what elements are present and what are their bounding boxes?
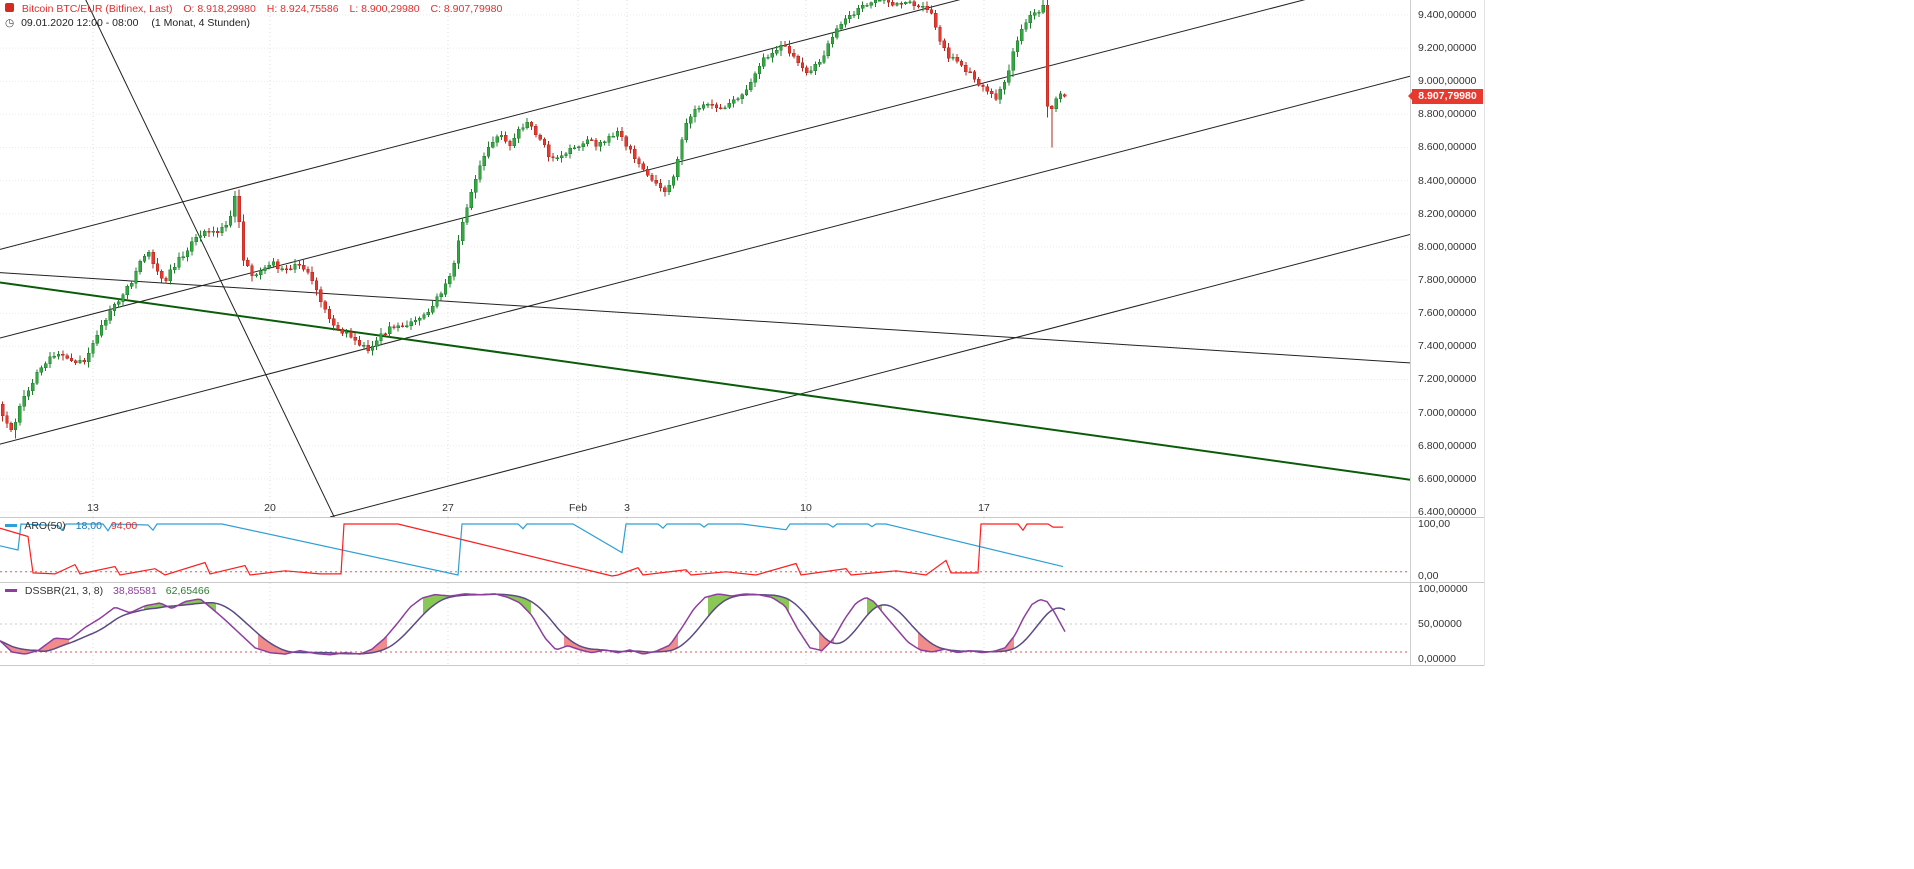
interval-label: (1 Monat, 4 Stunden) [151, 17, 251, 29]
price-tick-label: 8.200,00000 [1418, 207, 1477, 220]
dss-value-2: 62,65466 [165, 585, 210, 597]
aroon-panel[interactable]: ARO(50) 18,00 94,00 [0, 518, 1410, 582]
dss-axis-label: 50,00000 [1418, 618, 1462, 630]
dss-panel[interactable]: DSSBR(21, 3, 8) 38,85581 62,65466 [0, 583, 1410, 665]
aroon-svg [0, 518, 1410, 582]
timeframe-header: ◷ 09.01.2020 12:00 - 08:00 (1 Monat, 4 S… [5, 17, 250, 29]
panel-divider-1[interactable] [0, 517, 1484, 518]
price-tick-label: 9.400,00000 [1418, 8, 1477, 21]
main-price-chart[interactable]: Bitcoin BTC/EUR (Bitfinex, Last) O: 8.91… [0, 0, 1410, 517]
aroon-label: ARO(50) [24, 520, 66, 532]
price-tick-label: 7.600,00000 [1418, 307, 1477, 320]
time-axis-label: 17 [978, 502, 990, 514]
price-tick-label: 9.000,00000 [1418, 75, 1477, 88]
dss-lines [0, 593, 1066, 656]
price-tick-label: 7.000,00000 [1418, 406, 1477, 419]
aroon-down-value: 94,00 [110, 520, 138, 532]
last-price-tag: 8.907,79980 [1408, 88, 1483, 104]
aroon-series [0, 523, 1064, 577]
price-axis[interactable]: 8.907,79980 9.400,00000 9.200,00000 9.000,… [1408, 0, 1485, 666]
time-axis-label: 27 [442, 502, 454, 514]
price-tick-label: 6.600,00000 [1418, 472, 1477, 485]
instrument-name: Bitcoin BTC/EUR (Bitfinex, Last) [21, 3, 173, 15]
close-label: C: [430, 3, 442, 15]
open-label: O: [183, 3, 195, 15]
low-value: 8.900,29980 [361, 3, 420, 15]
panel-divider-3 [0, 665, 1484, 666]
dss-header: DSSBR(21, 3, 8) 38,85581 62,65466 [5, 585, 210, 597]
clock-icon: ◷ [5, 17, 15, 29]
price-tick-label: 7.400,00000 [1418, 340, 1477, 353]
price-tick-label: 8.600,00000 [1418, 141, 1477, 154]
time-axis-label: 20 [264, 502, 276, 514]
price-tick-label: 6.800,00000 [1418, 439, 1477, 452]
low-label: L: [349, 3, 359, 15]
price-tick-label: 8.400,00000 [1418, 174, 1477, 187]
aroon-header: ARO(50) 18,00 94,00 [5, 520, 137, 532]
aroon-legend-chip [5, 524, 17, 527]
dss-grid [0, 583, 1410, 665]
aro-axis-label: 100,00 [1418, 518, 1451, 530]
time-axis-label: 3 [624, 502, 630, 514]
dss-svg [0, 583, 1410, 665]
time-axis-label: 13 [87, 502, 99, 514]
dss-axis-label: 100,00000 [1418, 583, 1468, 595]
session-range: 09.01.2020 12:00 - 08:00 [21, 17, 139, 29]
aroon-up-value: 18,00 [75, 520, 102, 532]
chart-right-border [1484, 0, 1485, 666]
open-value: 8.918,29980 [197, 3, 256, 15]
price-tick-label: 7.800,00000 [1418, 274, 1477, 287]
instrument-icon [5, 3, 14, 12]
high-label: H: [266, 3, 278, 15]
trendlines[interactable] [0, 0, 1410, 517]
price-tick-label: 6.400,00000 [1418, 506, 1477, 519]
time-axis-label: 10 [800, 502, 812, 514]
candlesticks [0, 0, 1067, 439]
price-chart-svg [0, 0, 1410, 517]
price-tick-label: 8.000,00000 [1418, 240, 1477, 253]
dss-label: DSSBR(21, 3, 8) [24, 585, 104, 597]
panel-divider-2[interactable] [0, 582, 1484, 583]
dss-legend-chip [5, 589, 17, 592]
high-value: 8.924,75586 [280, 3, 339, 15]
price-tick-label: 7.200,00000 [1418, 373, 1477, 386]
time-axis-label: Feb [568, 502, 588, 514]
aro-axis-label: 0,00 [1418, 570, 1439, 582]
price-tick-label: 8.800,00000 [1418, 108, 1477, 121]
price-grid [0, 0, 1410, 517]
dss-value-1: 38,85581 [113, 585, 157, 597]
dss-axis-label: 0,00000 [1418, 653, 1456, 665]
instrument-header: Bitcoin BTC/EUR (Bitfinex, Last) O: 8.91… [5, 3, 502, 15]
aroon-grid [0, 518, 1410, 582]
close-value: 8.907,79980 [443, 3, 503, 15]
price-tick-label: 9.200,00000 [1418, 42, 1477, 55]
time-axis[interactable]: 13 20 27 Feb 3 10 17 [0, 502, 1410, 516]
